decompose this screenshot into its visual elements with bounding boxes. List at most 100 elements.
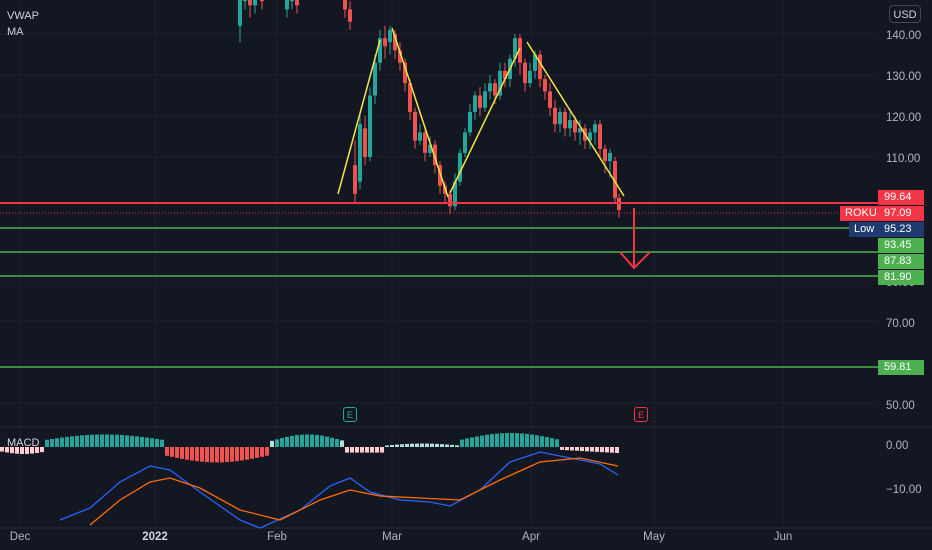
candle-body [363, 128, 367, 157]
candle-body [448, 193, 452, 207]
macd-bar [90, 434, 94, 447]
macd-bar [490, 434, 494, 447]
y-tick-50: 50.00 [886, 400, 915, 412]
macd-bar [55, 438, 59, 447]
candle-body [498, 70, 502, 96]
candle-body [295, 0, 299, 6]
candle-body [243, 0, 247, 2]
breakdown-arrow [619, 208, 651, 270]
macd-bar [610, 447, 614, 453]
macd-bar [480, 435, 484, 447]
trendline [337, 39, 381, 195]
macd-bar [100, 434, 104, 447]
chart-grid [0, 0, 932, 529]
y-tick-120: 120.00 [886, 112, 922, 124]
macd-bar [150, 438, 154, 447]
macd-bar [95, 434, 99, 447]
macd-bar [400, 444, 404, 447]
macd-bar [465, 438, 469, 447]
macd-bar [545, 437, 549, 447]
candle-body [503, 70, 507, 80]
candle-body [433, 144, 437, 166]
candle-body [523, 62, 527, 84]
resistance-price-label: 99.64 [878, 190, 924, 205]
vwap-indicator-label[interactable]: VWAP [7, 10, 39, 22]
macd-bar [440, 444, 444, 447]
macd-bar [70, 436, 74, 447]
candle-body [548, 91, 552, 108]
candle-body [558, 111, 562, 125]
candle-body [290, 0, 294, 2]
macd-bar [540, 436, 544, 447]
macd-bar [375, 447, 379, 453]
macd-bar [185, 447, 189, 460]
ma-indicator-label[interactable]: MA [7, 26, 24, 38]
candle-body [453, 181, 457, 207]
candle-body [438, 165, 442, 186]
macd-bar [235, 447, 239, 462]
macd-bar [275, 439, 279, 447]
macd-bar [510, 433, 514, 447]
low-price-label: 95.23 [878, 222, 924, 237]
candle-body [343, 0, 347, 10]
macd-indicator-label[interactable]: MACD [7, 437, 40, 449]
currency-button[interactable]: USD [889, 5, 921, 23]
macd-bar [305, 434, 309, 447]
y-tick-70: 70.00 [886, 318, 915, 330]
candle-body [568, 120, 572, 129]
x-tick-jun: Jun [773, 531, 793, 543]
earnings-badge-past[interactable]: E [343, 407, 357, 422]
macd-bar [365, 447, 369, 453]
macd-bar [215, 447, 219, 463]
candle-body [253, 0, 257, 6]
macd-bar [615, 447, 619, 453]
macd-bar [165, 447, 169, 456]
macd-bar [525, 433, 529, 447]
candle-body [578, 128, 582, 133]
candle-body [593, 124, 597, 133]
macd-bar [575, 447, 579, 451]
macd-bar [340, 440, 344, 447]
macd-bar [380, 447, 384, 453]
macd-bar [415, 443, 419, 447]
macd-line [59, 451, 619, 529]
candle-body [533, 54, 537, 71]
signal-line [89, 457, 619, 526]
candle-body [518, 38, 522, 63]
macd-bar [335, 439, 339, 447]
candle-body [403, 62, 407, 84]
macd-bar [85, 434, 89, 447]
candle-body [378, 38, 382, 63]
macd-bar [175, 447, 179, 458]
macd-bar [325, 436, 329, 447]
candle-body [260, 0, 264, 2]
x-tick-may: May [643, 531, 665, 543]
candle-body [413, 111, 417, 141]
macd-bar [435, 443, 439, 447]
earnings-badge-upcoming[interactable]: E [634, 407, 648, 422]
candle-body [608, 152, 612, 162]
macd-bar [350, 447, 354, 453]
macd-bar [570, 447, 574, 451]
macd-bar [25, 447, 29, 454]
macd-bar [455, 445, 459, 447]
candle-body [398, 50, 402, 63]
macd-bar [355, 447, 359, 453]
macd-bar [410, 443, 414, 447]
arrow-head [619, 251, 651, 270]
macd-bar [225, 447, 229, 463]
x-tick-mar: Mar [382, 531, 402, 543]
macd-bar [250, 447, 254, 459]
candle-body [373, 62, 377, 96]
macd-bar [300, 434, 304, 447]
macd-bar [565, 447, 569, 451]
macd-bar [220, 447, 224, 463]
macd-bar [580, 447, 584, 452]
candle-body [528, 70, 532, 84]
y-tick-130: 130.00 [886, 71, 922, 83]
macd-lines [59, 451, 619, 529]
macd-bar [10, 447, 14, 454]
macd-bar [195, 447, 199, 462]
macd-bar [285, 436, 289, 447]
